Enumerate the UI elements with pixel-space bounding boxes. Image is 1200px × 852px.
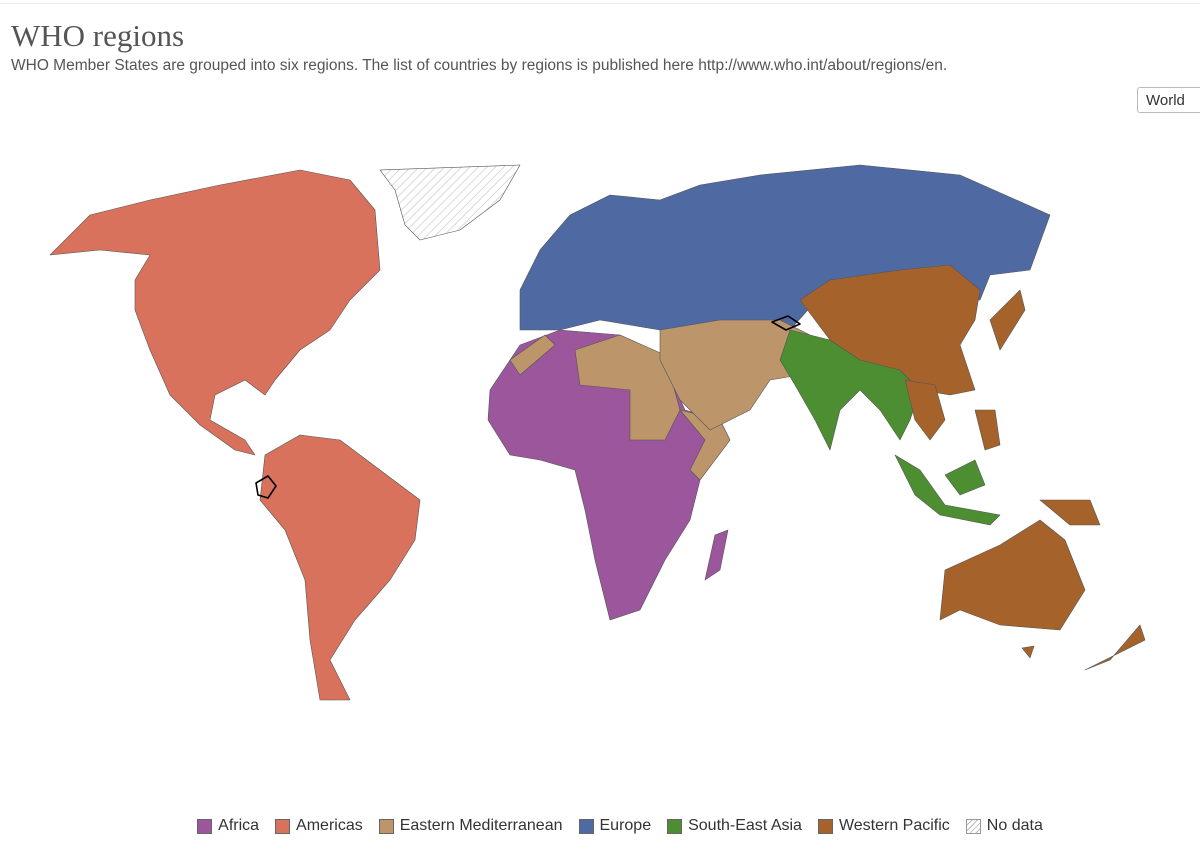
legend-swatch — [667, 818, 683, 834]
world-map — [49, 164, 1146, 701]
tasmania — [1021, 645, 1035, 659]
indochina — [904, 379, 946, 441]
legend: Africa Americas Eastern Mediterranean Europ… — [0, 817, 1200, 835]
north-africa — [574, 334, 681, 441]
legend-swatch — [817, 818, 833, 834]
papua-new-guinea — [1039, 499, 1101, 526]
legend-item[interactable]: Americas — [275, 817, 363, 835]
legend-label: South-East Asia — [688, 817, 802, 834]
legend-item[interactable]: No data — [965, 817, 1043, 835]
legend-swatch — [965, 818, 981, 834]
divider — [0, 3, 1200, 4]
china — [799, 264, 981, 396]
philippines — [974, 409, 1001, 451]
legend-swatch — [197, 818, 213, 834]
morocco — [509, 334, 556, 376]
north-america — [49, 169, 381, 456]
title: WHO regions — [11, 18, 185, 53]
legend-label: Eastern Mediterranean — [399, 817, 563, 834]
legend-swatch — [378, 818, 394, 834]
south-america — [259, 434, 421, 701]
indonesia — [894, 454, 1001, 526]
region-dropdown[interactable]: World — [1137, 87, 1200, 113]
new-zealand — [1084, 624, 1146, 671]
borneo — [944, 459, 986, 496]
greenland — [379, 164, 521, 241]
legend-item[interactable]: Eastern Mediterranean — [378, 817, 563, 835]
middle-east — [659, 319, 811, 431]
subtitle: WHO Member States are grouped into six r… — [11, 57, 948, 74]
ecuador-outline — [255, 475, 277, 499]
legend-swatch — [275, 818, 291, 834]
legend-item[interactable]: South-East Asia — [667, 817, 802, 835]
tajikistan-outline — [771, 315, 801, 331]
australia — [939, 519, 1086, 631]
japan — [989, 289, 1026, 351]
madagascar — [704, 529, 729, 581]
legend-label: Europe — [599, 817, 652, 834]
legend-label: No data — [986, 817, 1043, 834]
legend-item[interactable]: Western Pacific — [817, 817, 950, 835]
legend-label: Americas — [296, 817, 363, 834]
legend-item[interactable]: Africa — [197, 817, 259, 835]
legend-item[interactable]: Europe — [578, 817, 652, 835]
legend-label: Africa — [218, 817, 260, 834]
legend-label: Western Pacific — [838, 817, 950, 834]
legend-swatch — [578, 818, 594, 834]
